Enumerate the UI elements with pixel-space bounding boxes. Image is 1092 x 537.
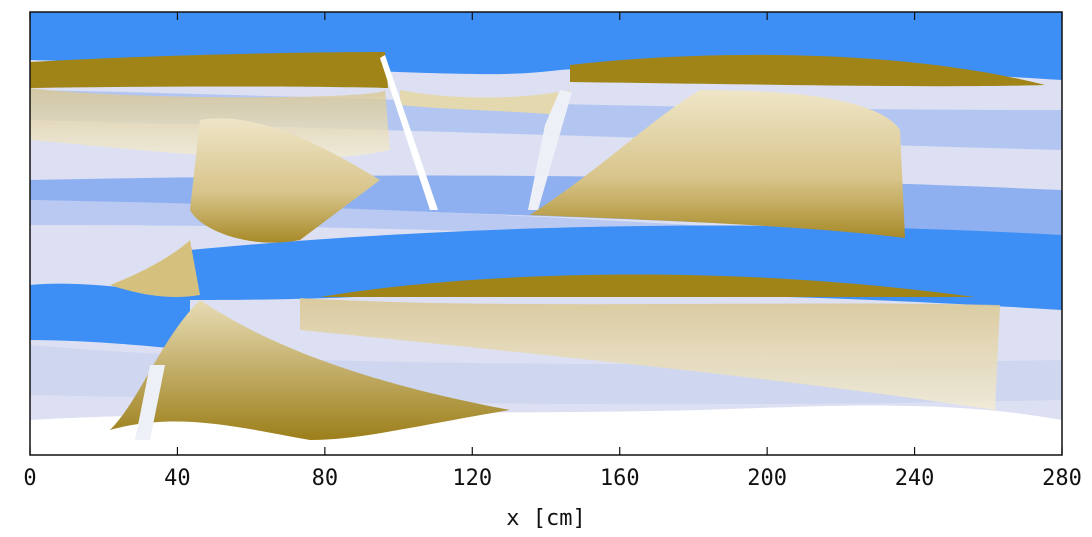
x-tick-label: 0 bbox=[23, 466, 36, 491]
x-tick-label: 240 bbox=[895, 466, 935, 491]
x-tick-label: 200 bbox=[747, 466, 787, 491]
field-image bbox=[30, 12, 1062, 455]
x-tick-label: 280 bbox=[1042, 466, 1082, 491]
x-tick-label: 40 bbox=[164, 466, 191, 491]
x-tick-label: 160 bbox=[600, 466, 640, 491]
chart: x [cm] 0 40 80 120 160 200 240 280 bbox=[0, 0, 1092, 537]
x-tick-label: 80 bbox=[312, 466, 339, 491]
x-axis-label: x [cm] bbox=[506, 506, 585, 531]
x-tick-label: 120 bbox=[452, 466, 492, 491]
